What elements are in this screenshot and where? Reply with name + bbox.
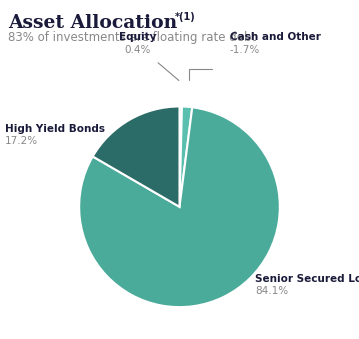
Text: 17.2%: 17.2% xyxy=(5,136,38,146)
Text: 83% of investments are floating rate debt: 83% of investments are floating rate deb… xyxy=(8,31,256,44)
Text: -1.7%: -1.7% xyxy=(230,45,260,55)
Text: High Yield Bonds: High Yield Bonds xyxy=(5,124,105,134)
Wedge shape xyxy=(93,106,180,207)
Text: Equity: Equity xyxy=(119,32,157,42)
Text: Asset Allocation: Asset Allocation xyxy=(8,14,177,32)
Wedge shape xyxy=(180,106,192,207)
Text: 84.1%: 84.1% xyxy=(255,286,288,296)
Text: Cash and Other: Cash and Other xyxy=(230,32,321,42)
Text: *(1): *(1) xyxy=(175,12,196,22)
Text: 0.4%: 0.4% xyxy=(125,45,151,55)
Text: Senior Secured Loans: Senior Secured Loans xyxy=(255,274,359,284)
Wedge shape xyxy=(180,106,182,207)
Wedge shape xyxy=(79,107,280,307)
